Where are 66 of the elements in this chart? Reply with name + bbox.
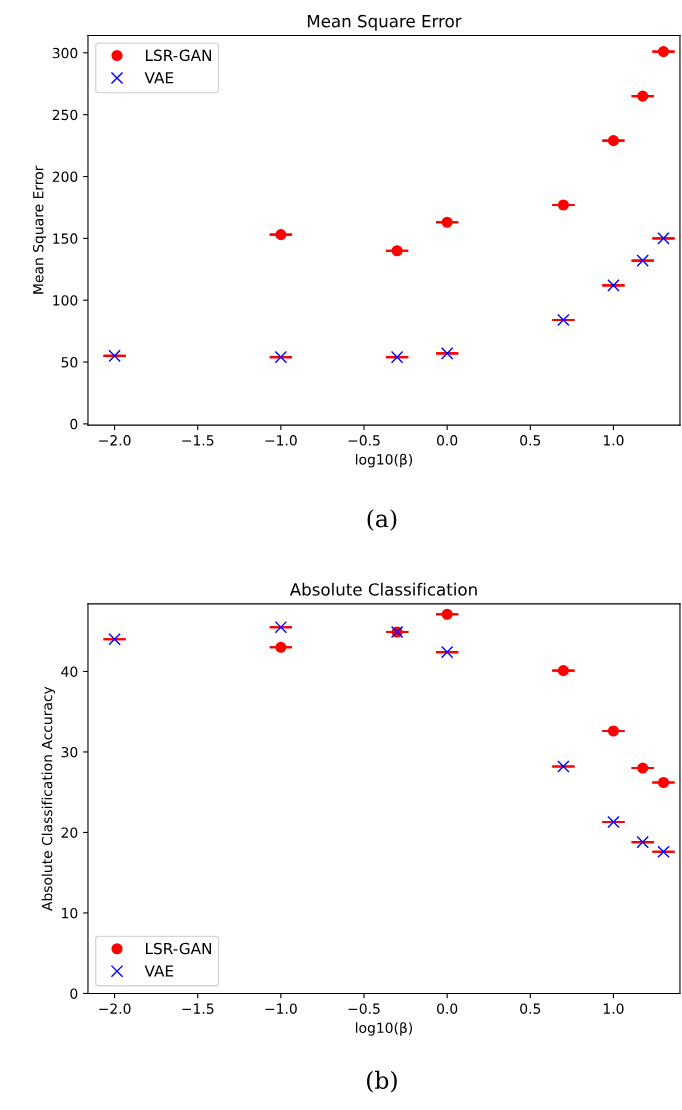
point (441, 216, 453, 228)
point (108, 349, 121, 363)
y-tick-label: 300 (52, 47, 78, 59)
point (637, 90, 649, 102)
y-tick-label: 30 (61, 746, 78, 758)
y-tick-label: 200 (52, 171, 78, 182)
point (636, 835, 649, 849)
legend-label: LSR-GAN (146, 942, 211, 955)
point (391, 245, 403, 257)
point (557, 665, 569, 677)
legend-label: VAE (144, 965, 174, 977)
point (607, 725, 619, 737)
y-tick-label: 40 (61, 666, 78, 677)
x-axis-title: log10(β) (356, 1022, 413, 1036)
x-tick-label: 1.0 (603, 1003, 624, 1014)
x-tick-label: −2.0 (99, 435, 131, 446)
point (440, 347, 454, 360)
point (637, 762, 649, 774)
point (557, 199, 569, 211)
point (657, 46, 670, 58)
point (274, 350, 288, 364)
x-tick-label: 0.5 (520, 1003, 541, 1014)
point (657, 845, 670, 859)
y-tick-label: 20 (61, 827, 78, 838)
x-tick-label: −1.5 (182, 1003, 214, 1014)
text: (b) (367, 1070, 397, 1093)
x-tick-label: −2.0 (99, 1003, 131, 1014)
y-tick-label: 0 (70, 988, 78, 999)
point (557, 313, 570, 327)
point (275, 229, 287, 241)
x-axis-title: log10(β) (356, 453, 413, 468)
point (441, 608, 453, 620)
x-tick-label: 1.0 (603, 435, 624, 446)
y-tick-label: 10 (62, 907, 78, 919)
y-tick-label: 50 (61, 357, 78, 368)
point (108, 633, 121, 646)
point (607, 135, 619, 147)
point (657, 232, 670, 245)
x-tick-label: 0.5 (520, 435, 541, 446)
y-tick-label: 250 (52, 109, 78, 121)
y-axis-title: Mean Square Error (32, 165, 47, 294)
point (557, 760, 570, 773)
x-tick-label: −0.5 (348, 435, 380, 446)
legend-label: LSR-GAN (146, 49, 211, 62)
x-tick-label: −1.5 (182, 435, 214, 446)
x-tick-label: 0.0 (437, 435, 458, 446)
text: (a) (367, 509, 397, 531)
y-tick-label: 150 (53, 233, 78, 244)
point (607, 815, 620, 829)
legend-label: VAE (144, 72, 174, 84)
y-tick-label: 0 (70, 418, 78, 430)
point (390, 350, 404, 364)
point (607, 279, 620, 292)
point (636, 254, 649, 267)
chart-title: Mean Square Error (307, 14, 462, 31)
x-tick-label: −1.0 (265, 435, 297, 446)
chart-title: Absolute Classification (289, 582, 477, 596)
y-axis-title: Absolute Classification Accuracy (41, 686, 56, 911)
point (275, 641, 287, 653)
x-tick-label: −0.5 (348, 1003, 380, 1014)
x-tick-label: 0.0 (437, 1003, 458, 1014)
point (440, 645, 454, 659)
y-tick-label: 100 (53, 295, 78, 306)
point (274, 620, 288, 634)
x-tick-label: −1.0 (265, 1003, 297, 1014)
point (657, 776, 670, 789)
